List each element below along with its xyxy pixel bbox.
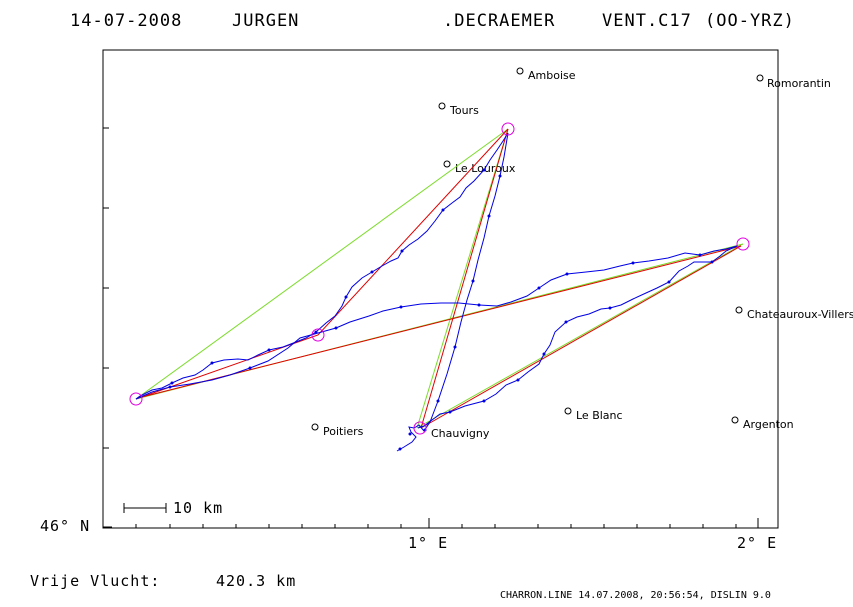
gps-track-fixes [168,168,714,451]
longitude-label-1e: 1° E [408,534,448,552]
optimized-lines [135,128,742,429]
city-label: Chateauroux-Villers [747,308,853,321]
city-label: Argenton [743,418,794,431]
free-flight-distance: 420.3 km [216,572,296,590]
city-amboise: Amboise [516,67,576,82]
pilot-first-name: JURGEN [232,11,299,31]
free-flight-label: Vrije Vlucht: [30,572,160,590]
city-label: Poitiers [323,425,364,438]
turnpoint-mid [311,328,325,342]
glider-type: VENT.C17 [602,11,692,31]
longitude-label-2e: 2° E [737,534,777,552]
y-axis-ticks [103,127,112,528]
turnpoint-north [501,122,515,136]
city-chateauroux: Chateauroux-Villers [735,306,853,321]
map-frame [102,49,779,529]
flight-date: 14-07-2008 [70,11,182,31]
turnpoint-east [736,237,750,251]
city-label: Le Blanc [576,409,623,422]
city-le-blanc: Le Blanc [564,407,623,422]
task-lines [135,128,744,429]
city-label: Romorantin [767,77,831,90]
turnpoints [129,122,750,435]
city-argenton: Argenton [731,416,794,431]
glider-registration: (OO-YRZ) [705,11,795,31]
x-axis-ticks [135,518,759,528]
scale-bar-label: 10 km [173,499,223,517]
city-chauvigny: Chauvigny [431,427,490,440]
city-label: Amboise [528,69,576,82]
turnpoint-chauvigny [413,421,427,435]
pilot-last-name: .DECRAEMER [443,11,555,31]
city-poitiers: Poitiers [311,423,364,438]
city-tours: Tours [438,102,479,117]
city-romorantin: Romorantin [756,74,831,90]
latitude-label: 46° N [40,517,90,535]
city-label: Tours [449,104,479,117]
scale-bar: 10 km [123,499,223,517]
turnpoint-west [129,392,143,406]
city-label: Chauvigny [431,427,490,440]
footer-credit: CHARRON.LINE 14.07.2008, 20:56:54, DISLI… [500,590,771,601]
